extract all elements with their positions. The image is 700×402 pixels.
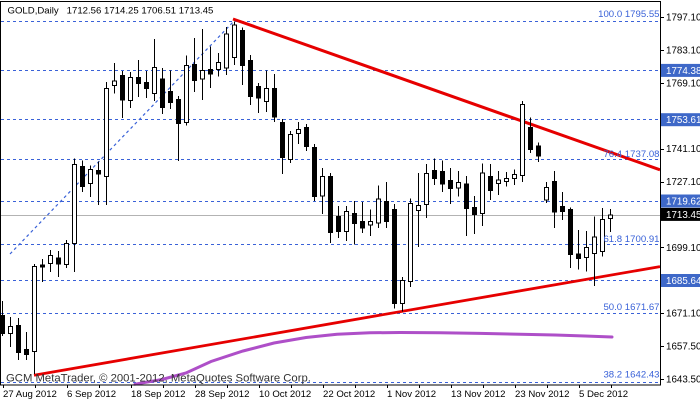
svg-text:1719.62: 1719.62 bbox=[666, 197, 700, 208]
svg-text:38.2 1642.43: 38.2 1642.43 bbox=[603, 370, 659, 381]
svg-text:18 Sep 2012: 18 Sep 2012 bbox=[131, 389, 185, 400]
svg-text:27 Aug 2012: 27 Aug 2012 bbox=[3, 389, 57, 400]
svg-text:1741.10: 1741.10 bbox=[666, 144, 700, 155]
svg-text:50.0 1671.67: 50.0 1671.67 bbox=[603, 302, 659, 313]
svg-text:10 Oct 2012: 10 Oct 2012 bbox=[259, 389, 311, 400]
svg-text:1774.38: 1774.38 bbox=[666, 66, 700, 77]
svg-text:1657.50: 1657.50 bbox=[666, 342, 700, 353]
svg-text:22 Oct 2012: 22 Oct 2012 bbox=[323, 389, 375, 400]
svg-text:23 Nov 2012: 23 Nov 2012 bbox=[515, 389, 569, 400]
svg-text:76.4 1737.08: 76.4 1737.08 bbox=[603, 149, 659, 160]
svg-text:1797.10: 1797.10 bbox=[666, 13, 700, 24]
svg-text:1699.10: 1699.10 bbox=[666, 243, 700, 254]
svg-text:6 Sep 2012: 6 Sep 2012 bbox=[67, 389, 116, 400]
svg-text:1 Nov 2012: 1 Nov 2012 bbox=[387, 389, 436, 400]
svg-text:1727.10: 1727.10 bbox=[666, 177, 700, 188]
svg-text:61.8 1700.91: 61.8 1700.91 bbox=[603, 234, 659, 245]
svg-text:1753.61: 1753.61 bbox=[666, 115, 700, 126]
svg-text:1685.64: 1685.64 bbox=[666, 276, 700, 287]
svg-text:1783.10: 1783.10 bbox=[666, 45, 700, 56]
svg-text:GCM MetaTrader, © 2001-2012, M: GCM MetaTrader, © 2001-2012, MetaQuotes … bbox=[6, 372, 311, 384]
svg-text:1643.50: 1643.50 bbox=[666, 374, 700, 385]
svg-text:28 Sep 2012: 28 Sep 2012 bbox=[195, 389, 249, 400]
svg-text:1769.10: 1769.10 bbox=[666, 78, 700, 89]
svg-text:100.0 1795.55: 100.0 1795.55 bbox=[598, 9, 659, 20]
svg-text:1713.45: 1713.45 bbox=[666, 210, 700, 221]
svg-text:5 Dec 2012: 5 Dec 2012 bbox=[579, 389, 628, 400]
svg-text:1671.10: 1671.10 bbox=[666, 309, 700, 320]
svg-text:GOLD,Daily 1712.56 1714.25 1: GOLD,Daily 1712.56 1714.25 1706.51 1713.… bbox=[8, 6, 214, 17]
svg-text:13 Nov 2012: 13 Nov 2012 bbox=[451, 389, 505, 400]
